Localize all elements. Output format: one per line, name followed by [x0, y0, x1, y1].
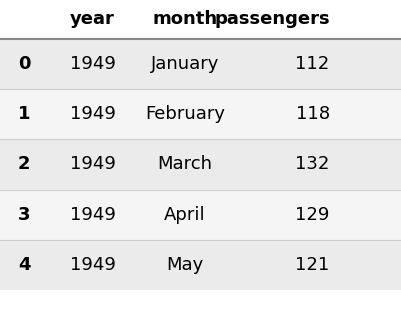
Bar — [0, 240, 401, 290]
Text: year: year — [70, 10, 115, 29]
Text: 132: 132 — [294, 156, 329, 173]
Text: March: March — [157, 156, 212, 173]
Bar — [0, 89, 401, 139]
Text: 1949: 1949 — [69, 256, 115, 274]
Text: 1949: 1949 — [69, 105, 115, 123]
Text: 121: 121 — [295, 256, 329, 274]
Text: 2: 2 — [18, 156, 30, 173]
Text: 3: 3 — [18, 206, 30, 224]
Bar — [0, 39, 401, 89]
Bar — [0, 0, 401, 39]
Text: January: January — [150, 55, 219, 73]
Text: 1949: 1949 — [69, 206, 115, 224]
Text: 1: 1 — [18, 105, 30, 123]
Text: month: month — [152, 10, 217, 29]
Text: May: May — [166, 256, 203, 274]
Text: 0: 0 — [18, 55, 30, 73]
Text: 129: 129 — [294, 206, 329, 224]
Text: 1949: 1949 — [69, 156, 115, 173]
Text: February: February — [144, 105, 225, 123]
Text: 112: 112 — [295, 55, 329, 73]
Text: 118: 118 — [295, 105, 329, 123]
Text: 1949: 1949 — [69, 55, 115, 73]
Text: passengers: passengers — [213, 10, 329, 29]
Text: 4: 4 — [18, 256, 30, 274]
Bar — [0, 139, 401, 190]
Text: April: April — [164, 206, 205, 224]
Bar — [0, 190, 401, 240]
